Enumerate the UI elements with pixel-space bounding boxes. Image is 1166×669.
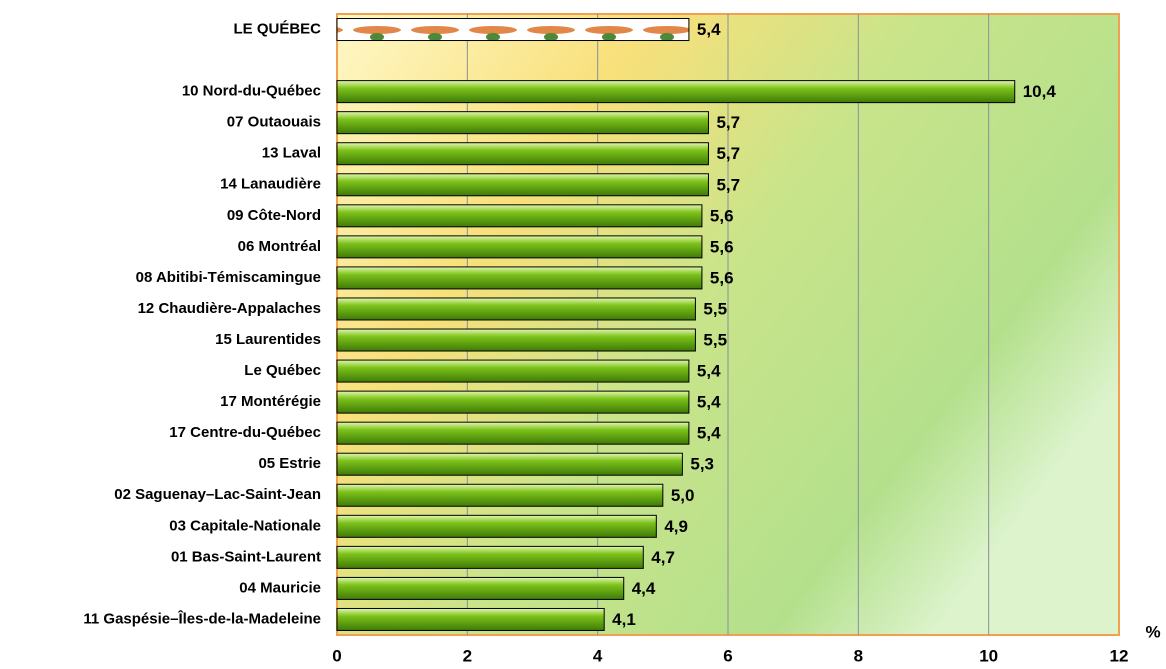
bar: [336, 452, 683, 476]
x-tick-label: 8: [854, 646, 863, 665]
x-tick-label: 0: [332, 646, 341, 665]
y-tick-label: 17 Centre-du-Québec: [169, 424, 321, 441]
y-tick-label: 17 Montérégie: [220, 393, 321, 410]
x-tick-label: 12: [1110, 646, 1129, 665]
bar: [336, 421, 690, 445]
bar: [336, 173, 709, 197]
bar: [336, 607, 605, 631]
y-tick-label: 06 Montréal: [238, 238, 321, 255]
bar: [336, 483, 664, 507]
bar: [336, 297, 696, 321]
data-label: 4,4: [632, 579, 656, 598]
bar: [336, 266, 703, 290]
data-label: 4,1: [612, 610, 636, 629]
y-tick-label: 07 Outaouais: [227, 114, 321, 131]
y-tick-label: 14 Lanaudière: [220, 176, 321, 193]
bar: [336, 142, 709, 166]
y-tick-label: 13 Laval: [262, 145, 321, 162]
data-label: 10,4: [1023, 82, 1057, 101]
y-tick-label: LE QUÉBEC: [233, 20, 321, 37]
y-tick-label: 09 Côte-Nord: [227, 207, 321, 224]
data-label: 5,4: [697, 424, 721, 443]
y-tick-label: 01 Bas-Saint-Laurent: [171, 548, 321, 565]
x-tick-label: 2: [463, 646, 472, 665]
y-tick-label: Le Québec: [244, 362, 321, 379]
y-tick-label: 04 Mauricie: [239, 579, 321, 596]
data-label: 5,5: [703, 331, 727, 350]
data-label: 5,7: [716, 113, 740, 132]
data-label: 5,6: [710, 237, 734, 256]
y-tick-label: 12 Chaudière-Appalaches: [138, 300, 321, 317]
y-tick-label: 02 Saguenay–Lac-Saint-Jean: [114, 486, 321, 503]
y-tick-label: 03 Capitale-Nationale: [169, 517, 321, 534]
bar: [336, 545, 644, 569]
data-label: 5,6: [710, 206, 734, 225]
y-tick-label: 10 Nord-du-Québec: [182, 83, 321, 100]
x-tick-label: 6: [723, 646, 732, 665]
bar: [336, 328, 696, 352]
bar: [336, 80, 1016, 104]
bar: [336, 204, 703, 228]
bar: [336, 111, 709, 135]
y-tick-label: 11 Gaspésie–Îles-de-la-Madeleine: [83, 609, 321, 627]
data-label: 5,4: [697, 362, 721, 381]
bar: [336, 390, 690, 414]
data-label: 5,4: [697, 393, 721, 412]
data-label: 5,6: [710, 268, 734, 287]
x-axis-label: %: [1145, 622, 1160, 641]
data-label: 5,7: [716, 144, 740, 163]
x-tick-label: 10: [979, 646, 998, 665]
bar: [336, 235, 703, 259]
data-label: 4,7: [651, 548, 675, 567]
data-label: 5,4: [697, 20, 721, 39]
y-tick-label: 15 Laurentides: [215, 331, 321, 348]
data-label: 5,0: [671, 486, 695, 505]
y-tick-label: 08 Abitibi-Témiscamingue: [136, 269, 321, 286]
data-label: 4,9: [664, 517, 688, 536]
x-tick-label: 4: [593, 646, 603, 665]
bar: [336, 359, 690, 383]
bar: [336, 18, 690, 42]
bar: [336, 514, 657, 538]
bar: [336, 576, 625, 600]
data-label: 5,5: [703, 299, 727, 318]
data-label: 5,3: [690, 455, 714, 474]
data-label: 5,7: [716, 175, 740, 194]
y-tick-label: 05 Estrie: [258, 455, 321, 472]
